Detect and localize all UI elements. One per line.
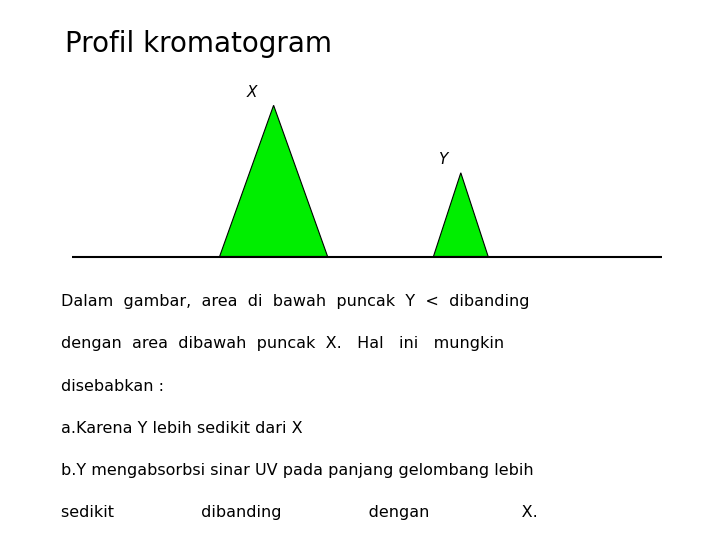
Text: dengan  area  dibawah  puncak  X.   Hal   ini   mungkin: dengan area dibawah puncak X. Hal ini mu… (61, 336, 504, 352)
Text: a.Karena Y lebih sedikit dari X: a.Karena Y lebih sedikit dari X (61, 421, 303, 436)
Polygon shape (220, 105, 328, 256)
Text: sedikit                 dibanding                 dengan                  X.: sedikit dibanding dengan X. (61, 505, 538, 520)
Text: X: X (247, 85, 257, 100)
Text: Profil kromatogram: Profil kromatogram (65, 30, 332, 58)
Text: Y: Y (438, 152, 448, 167)
Text: b.Y mengabsorbsi sinar UV pada panjang gelombang lebih: b.Y mengabsorbsi sinar UV pada panjang g… (61, 463, 534, 478)
Text: disebabkan :: disebabkan : (61, 379, 164, 394)
Polygon shape (433, 173, 488, 256)
Text: Dalam  gambar,  area  di  bawah  puncak  Y  <  dibanding: Dalam gambar, area di bawah puncak Y < d… (61, 294, 530, 309)
